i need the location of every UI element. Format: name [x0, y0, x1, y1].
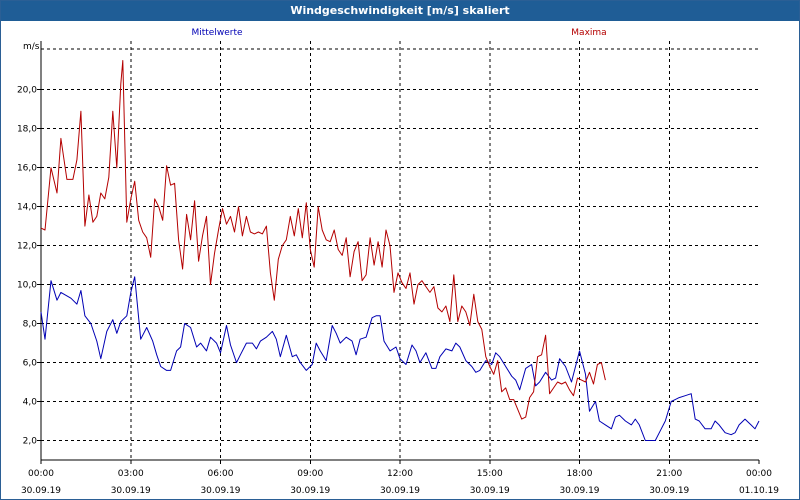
x-tick-date: 30.09.19	[290, 486, 330, 496]
x-tick-time: 15:00	[477, 469, 503, 479]
y-tick-label: 12,0	[17, 242, 37, 252]
x-tick-time: 00:00	[746, 469, 772, 479]
y-axis: 2,0 4,0 6,0 8,0 10,0 12,0 14,0 16,0 18,0 20,0	[17, 86, 41, 447]
y-tick-label: 6,0	[23, 359, 38, 369]
y-axis-label: m/s	[23, 42, 40, 52]
x-tick-date: 01.10.19	[739, 486, 779, 496]
x-tick-time: 00:00	[28, 469, 54, 479]
x-tick-time: 06:00	[208, 469, 234, 479]
y-tick-label: 18,0	[17, 125, 37, 135]
y-tick-label: 8,0	[23, 320, 38, 330]
y-tick-label: 10,0	[17, 281, 37, 291]
x-tick-date: 30.09.19	[470, 486, 510, 496]
legend-mittelwerte: Mittelwerte	[191, 28, 242, 38]
y-tick-label: 14,0	[17, 203, 37, 213]
x-tick-date: 30.09.19	[111, 486, 151, 496]
x-tick-time: 18:00	[567, 469, 593, 479]
y-tick-label: 20,0	[17, 86, 37, 96]
x-tick-date: 30.09.19	[21, 486, 61, 496]
x-tick-time: 21:00	[656, 469, 682, 479]
x-tick-date: 30.09.19	[649, 486, 689, 496]
x-tick-time: 12:00	[387, 469, 413, 479]
x-tick-time: 09:00	[297, 469, 323, 479]
x-tick-date: 30.09.19	[380, 486, 420, 496]
x-axis: 00:00 30.09.19 03:00 30.09.19 06:00 30.09.19 0…	[21, 460, 779, 496]
x-tick-time: 03:00	[118, 469, 144, 479]
legend-maxima: Maxima	[571, 28, 606, 38]
y-tick-label: 16,0	[17, 164, 37, 174]
y-tick-label: 2,0	[23, 437, 38, 447]
series-line-mittelwerte	[40, 276, 760, 441]
x-tick-date: 30.09.19	[559, 486, 599, 496]
window-title: Windgeschwindigkeit [m/s] skaliert	[1, 1, 799, 21]
x-tick-date: 30.09.19	[200, 486, 240, 496]
series-layer	[40, 60, 760, 441]
series-line-maxima	[40, 60, 606, 420]
grid	[41, 41, 759, 460]
y-tick-label: 4,0	[23, 398, 38, 408]
